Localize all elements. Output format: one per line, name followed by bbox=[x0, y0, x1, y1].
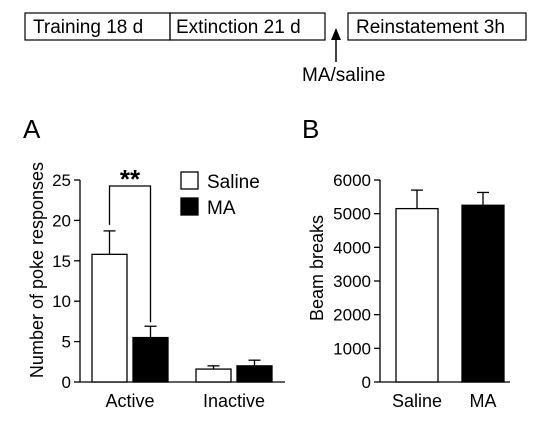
panel-b-letter: B bbox=[302, 114, 319, 144]
panel-a-y-tick-label: 15 bbox=[52, 252, 71, 271]
panel-b-chart: Beam breaks 0 1000 2000 3000 4000 5000 6000 Sa… bbox=[307, 171, 510, 411]
panel-b-y-tick-label: 3000 bbox=[333, 272, 371, 291]
panel-b-y-tick-label: 4000 bbox=[333, 238, 371, 257]
panel-b-x-tick-label: MA bbox=[470, 391, 497, 411]
panel-b-axes: 0 1000 2000 3000 4000 5000 6000 bbox=[333, 171, 510, 392]
legend-swatch-ma bbox=[180, 197, 199, 216]
panel-a-x-tick-label: Inactive bbox=[203, 391, 265, 411]
panel-a-x-tick-label: Active bbox=[105, 391, 154, 411]
panel-b-y-tick-label: 0 bbox=[362, 373, 371, 392]
panel-a-y-tick-label: 10 bbox=[52, 292, 71, 311]
panel-b-y-tick-label: 2000 bbox=[333, 306, 371, 325]
panel-b-bars: Saline MA bbox=[392, 189, 505, 411]
timeline-stage-reinstatement: Reinstatement 3h bbox=[356, 17, 505, 38]
panel-a-y-tick-label: 20 bbox=[52, 211, 71, 230]
panel-b-y-tick-label: 5000 bbox=[333, 205, 371, 224]
panel-a-significance: ** bbox=[108, 164, 152, 323]
timeline-stage-training: Training 18 d bbox=[33, 17, 143, 38]
panel-b-y-tick-label: 1000 bbox=[333, 339, 371, 358]
panel-b-x-tick-label: Saline bbox=[392, 391, 442, 411]
significance-label: ** bbox=[120, 164, 141, 194]
bar-saline-inactive bbox=[195, 368, 232, 383]
injection-label: MA/saline bbox=[302, 65, 385, 86]
panel-a-bars: Active Inactive bbox=[91, 230, 273, 411]
timeline-stage-box-extinction bbox=[169, 12, 326, 41]
timeline-stage-box-reinstatement bbox=[347, 12, 527, 41]
panel-a-y-axis-label: Number of poke responses bbox=[27, 162, 47, 378]
panel-a-y-tick-label: 0 bbox=[62, 373, 71, 392]
panel-a-legend: Saline MA bbox=[180, 171, 260, 219]
bar-ma-active bbox=[132, 336, 169, 383]
legend-swatch-saline bbox=[180, 171, 199, 190]
significance-bracket bbox=[108, 185, 152, 323]
timeline-stage-extinction: Extinction 21 d bbox=[176, 17, 301, 38]
bar-beam-breaks-saline bbox=[395, 207, 439, 383]
legend-label-ma: MA bbox=[207, 198, 236, 219]
injection-arrow-head bbox=[331, 28, 341, 40]
bar-beam-breaks-ma bbox=[461, 204, 505, 383]
panel-b-y-tick-label: 6000 bbox=[333, 171, 371, 190]
panel-a-letter: A bbox=[23, 114, 41, 144]
bar-saline-active bbox=[91, 253, 128, 383]
bar-ma-inactive bbox=[236, 365, 273, 383]
panel-a-y-tick-label: 5 bbox=[62, 333, 71, 352]
panel-a-y-tick-label: 25 bbox=[52, 171, 71, 190]
panel-b-y-axis-label: Beam breaks bbox=[307, 215, 327, 321]
legend-label-saline: Saline bbox=[207, 172, 260, 193]
panel-a-chart: Number of poke responses 0 5 10 15 20 25 Acti… bbox=[27, 162, 285, 411]
panel-a-axes: 0 5 10 15 20 25 bbox=[52, 171, 285, 392]
timeline: Training 18 d Extinction 21 d Reinstatem… bbox=[24, 12, 527, 86]
